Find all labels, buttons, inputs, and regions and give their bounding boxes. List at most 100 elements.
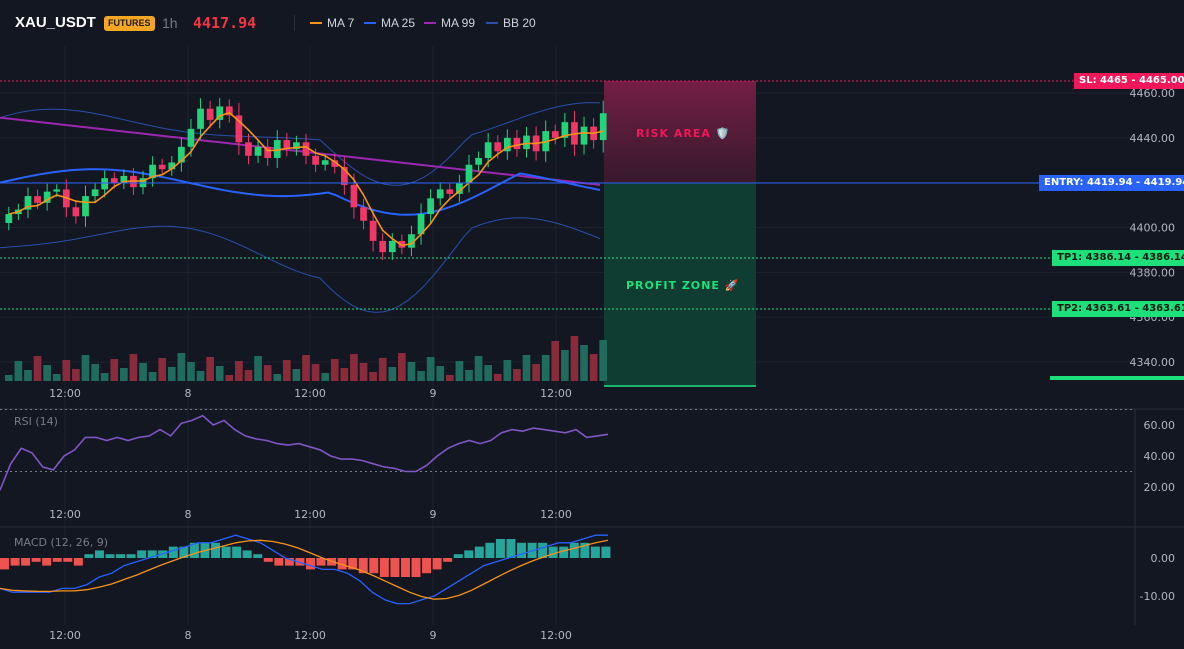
tp2-label[interactable]: TP2: 4363.61 - 4363.61 xyxy=(1052,301,1184,317)
volume-bar xyxy=(254,356,262,381)
volume-bar xyxy=(263,365,272,381)
time-tick-label: 8 xyxy=(185,629,192,642)
volume-bar xyxy=(599,340,608,381)
macd-histogram-bar xyxy=(168,546,178,558)
time-tick-label: 9 xyxy=(430,629,437,642)
macd-line xyxy=(0,534,608,605)
legend-bb20[interactable]: BB 20 xyxy=(486,16,536,30)
candle-body xyxy=(513,137,521,150)
macd-histogram-bar xyxy=(559,546,569,558)
candle-body xyxy=(43,191,51,203)
candle-body xyxy=(254,146,262,156)
volume-bar xyxy=(167,367,176,381)
ma25-swatch xyxy=(364,22,376,24)
macd-histogram-bar xyxy=(73,558,83,566)
time-tick-label: 12:00 xyxy=(294,629,326,642)
volume-bar xyxy=(580,345,588,381)
timeframe-label[interactable]: 1h xyxy=(162,15,178,31)
time-tick-label: 12:00 xyxy=(294,387,326,400)
symbol-name[interactable]: XAU_USDT xyxy=(15,14,96,31)
bb-upper-line xyxy=(0,102,601,186)
candle-body xyxy=(331,160,339,167)
macd-histogram-bar xyxy=(137,550,147,558)
macd-signal-line xyxy=(0,539,609,600)
rsi-tick-label: 60.00 xyxy=(1144,419,1176,432)
time-tick-label: 8 xyxy=(185,387,192,400)
volume-bar xyxy=(417,371,425,381)
macd-histogram-bar xyxy=(379,558,389,577)
candle-body xyxy=(101,178,109,190)
macd-histogram-bar xyxy=(337,558,347,570)
candle-body xyxy=(580,126,588,145)
profit-zone-label: PROFIT ZONE 🚀 xyxy=(626,279,740,292)
candle-body xyxy=(110,178,118,183)
candle-body xyxy=(494,142,502,152)
macd-histogram-bar xyxy=(569,542,579,558)
macd-tick-label: -10.00 xyxy=(1140,590,1175,603)
volume-bar xyxy=(235,361,243,381)
volume-bar xyxy=(350,354,358,381)
macd-histogram-bar xyxy=(189,542,199,558)
volume-bar xyxy=(369,372,377,381)
candle-body xyxy=(408,234,415,248)
candle-body xyxy=(91,189,99,197)
volume-bar xyxy=(139,363,147,381)
volume-bar xyxy=(62,360,71,381)
candle-body xyxy=(475,158,482,165)
macd-histogram-bar xyxy=(369,558,379,574)
candle-body xyxy=(245,142,252,156)
volume-bar xyxy=(570,336,579,381)
sl-label[interactable]: SL: 4465 - 4465.00 xyxy=(1074,73,1184,89)
volume-bar xyxy=(321,373,330,381)
macd-histogram-bar xyxy=(126,554,136,558)
macd-histogram-bar xyxy=(411,558,421,577)
candle-body xyxy=(417,214,425,235)
time-tick-label: 12:00 xyxy=(49,508,81,521)
candle-body xyxy=(24,196,32,210)
candle-body xyxy=(197,108,204,129)
candle-body xyxy=(388,240,396,253)
macd-histogram-bar xyxy=(601,546,611,558)
macd-histogram-bar xyxy=(31,558,41,562)
macd-histogram-bar xyxy=(485,542,495,558)
tp1-label[interactable]: TP1: 4386.14 - 4386.14 xyxy=(1052,250,1184,266)
macd-histogram-bar xyxy=(358,558,368,574)
candle-body xyxy=(599,113,607,141)
volume-bar xyxy=(561,350,569,381)
macd-histogram-bar xyxy=(116,554,126,558)
macd-histogram-bar xyxy=(274,558,284,566)
volume-bar xyxy=(43,365,51,381)
candle-body xyxy=(398,240,406,248)
macd-histogram-bar xyxy=(506,539,516,558)
candle-body xyxy=(158,164,166,170)
volume-bar xyxy=(158,358,167,381)
volume-bar xyxy=(474,356,483,381)
volume-bar xyxy=(522,355,531,381)
macd-histogram-bar xyxy=(147,550,157,558)
entry-label[interactable]: ENTRY: 4419.94 - 4419.94 xyxy=(1039,175,1184,191)
macd-histogram-bar xyxy=(52,558,62,562)
volume-bar xyxy=(206,357,214,381)
volume-bar xyxy=(225,375,234,381)
volume-bar xyxy=(388,367,397,381)
volume-bar xyxy=(445,375,454,381)
volume-bar xyxy=(273,374,282,381)
legend-ma99[interactable]: MA 99 xyxy=(424,16,475,30)
time-tick-label: 12:00 xyxy=(540,387,572,400)
volume-bar xyxy=(398,353,406,381)
volume-bar xyxy=(24,370,32,381)
candle-body xyxy=(321,160,329,165)
candle-body xyxy=(456,182,463,194)
price-tick-label: 4460.00 xyxy=(1130,87,1176,100)
candle-body xyxy=(283,140,291,150)
candle-body xyxy=(360,207,367,221)
legend-ma7[interactable]: MA 7 xyxy=(310,16,354,30)
legend-ma25[interactable]: MA 25 xyxy=(364,16,415,30)
macd-histogram-bar xyxy=(538,542,548,558)
volume-bar xyxy=(244,370,253,381)
time-tick-label: 9 xyxy=(430,508,437,521)
ma99-line xyxy=(0,116,601,186)
volume-bar xyxy=(196,371,205,381)
bb20-swatch xyxy=(486,22,498,24)
